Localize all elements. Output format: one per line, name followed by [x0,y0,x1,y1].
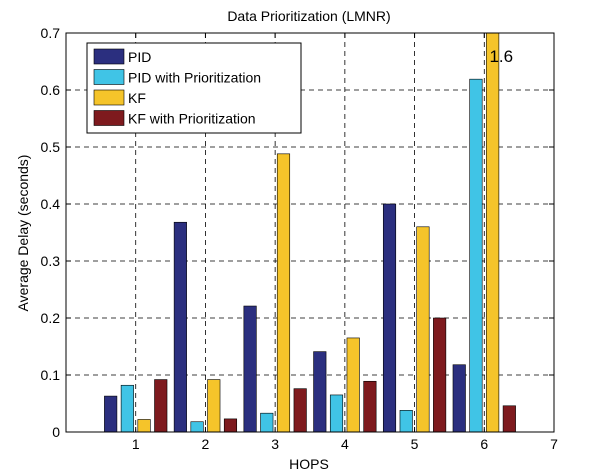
bar [260,412,274,432]
y-tick-label: 0.2 [41,310,61,326]
bar [207,379,221,432]
axes-box [65,32,555,433]
y-tick-label: 0.1 [41,367,61,383]
y-tick-label: 0.5 [41,139,61,155]
plot-area: 1 2 3 4 5 6 7 0 0.1 0.2 0.3 0.4 0.5 0.6 0.7 1.6 PID PID w… [41,25,559,452]
bar [416,226,430,432]
x-tick-label: 4 [341,436,349,452]
y-tick-label: 0.6 [41,82,61,98]
x-tick-label: 2 [202,436,210,452]
bar [190,421,204,432]
x-tick-label: 6 [480,436,488,452]
legend-label: PID [128,49,151,65]
bar [154,379,168,432]
x-tick-label: 1 [132,436,140,452]
x-tick-label: 7 [550,436,558,452]
x-axis-title: HOPS [289,456,329,472]
bar [433,317,447,432]
legend-swatch [93,48,125,65]
bar [293,388,307,432]
bar [346,337,360,432]
y-tick-label: 0 [52,424,60,440]
y-tick-label: 0.7 [41,25,61,41]
bar [104,395,118,432]
bar [329,394,344,432]
bar [469,78,483,432]
chart-title: Data Prioritization (LMNR) [227,8,390,24]
bar [223,418,238,432]
legend-label: KF with Prioritization [128,111,256,127]
bar [120,384,134,432]
bar [173,221,187,432]
legend-swatch [93,69,125,85]
legend-swatch [93,89,125,106]
bar [363,380,377,432]
bar [382,203,397,432]
bar [502,405,516,432]
x-tick-label: 3 [271,436,279,452]
y-tick-label: 0.3 [41,253,61,269]
legend-label: PID with Prioritization [128,70,261,86]
x-tick-label: 5 [411,436,419,452]
bar [313,351,327,432]
bar [243,305,257,432]
y-tick-label: 0.4 [41,196,61,212]
bar-annotation: 1.6 [489,47,513,66]
bar [399,410,413,432]
legend-swatch [93,110,125,126]
bar [452,364,466,432]
legend-label: KF [128,90,146,106]
bar [137,419,151,432]
bar [276,153,291,432]
y-axis-title: Average Delay (seconds) [15,155,31,312]
bar [486,33,500,432]
